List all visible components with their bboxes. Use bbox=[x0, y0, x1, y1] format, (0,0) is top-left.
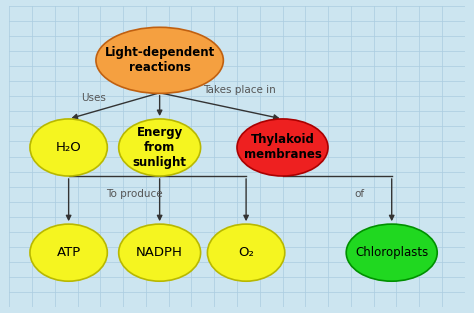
Text: H₂O: H₂O bbox=[56, 141, 82, 154]
Ellipse shape bbox=[208, 224, 285, 281]
Ellipse shape bbox=[118, 224, 201, 281]
Text: O₂: O₂ bbox=[238, 246, 254, 259]
Ellipse shape bbox=[30, 119, 107, 176]
Text: ATP: ATP bbox=[56, 246, 81, 259]
Text: Light-dependent
reactions: Light-dependent reactions bbox=[105, 46, 215, 74]
Text: Chloroplasts: Chloroplasts bbox=[355, 246, 428, 259]
Text: Uses: Uses bbox=[81, 93, 106, 103]
Text: Energy
from
sunlight: Energy from sunlight bbox=[133, 126, 187, 169]
Text: To produce: To produce bbox=[106, 189, 163, 199]
Text: NADPH: NADPH bbox=[136, 246, 183, 259]
Ellipse shape bbox=[96, 27, 223, 93]
Ellipse shape bbox=[30, 224, 107, 281]
Text: of: of bbox=[355, 189, 365, 199]
Ellipse shape bbox=[346, 224, 437, 281]
Text: Thylakoid
membranes: Thylakoid membranes bbox=[244, 133, 321, 162]
Ellipse shape bbox=[118, 119, 201, 176]
Ellipse shape bbox=[237, 119, 328, 176]
Text: Takes place in: Takes place in bbox=[203, 85, 276, 95]
